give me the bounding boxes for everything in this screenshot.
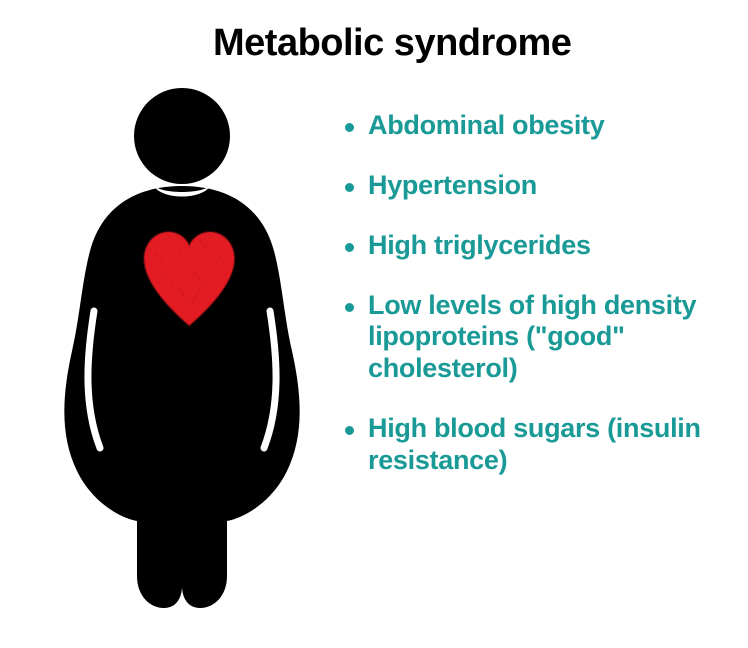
bullet-icon bbox=[345, 243, 354, 252]
symptom-list: Abdominal obesity Hypertension High trig… bbox=[345, 110, 725, 505]
list-item-label: High triglycerides bbox=[368, 230, 591, 262]
list-item: Low levels of high density lipoproteins … bbox=[345, 290, 725, 386]
bullet-icon bbox=[345, 426, 354, 435]
bullet-icon bbox=[345, 183, 354, 192]
list-item-label: High blood sugars (insulin resistance) bbox=[368, 413, 725, 477]
list-item-label: Hypertension bbox=[368, 170, 537, 202]
list-item-label: Abdominal obesity bbox=[368, 110, 604, 142]
list-item: Abdominal obesity bbox=[345, 110, 725, 142]
bullet-icon bbox=[345, 123, 354, 132]
list-item: High triglycerides bbox=[345, 230, 725, 262]
list-item-label: Low levels of high density lipoproteins … bbox=[368, 290, 725, 386]
bullet-icon bbox=[345, 303, 354, 312]
page-title: Metabolic syndrome bbox=[213, 22, 571, 65]
list-item: High blood sugars (insulin resistance) bbox=[345, 413, 725, 477]
obese-figure-icon bbox=[42, 76, 322, 616]
list-item: Hypertension bbox=[345, 170, 725, 202]
